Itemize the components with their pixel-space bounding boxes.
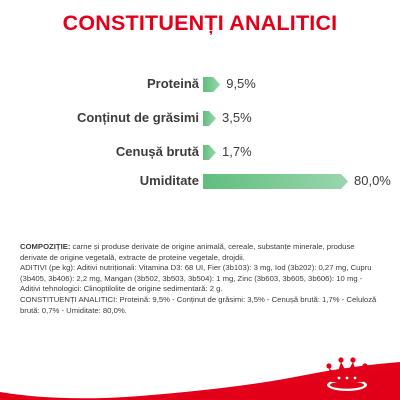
nutrient-label: Conținut de grăsimi: [76, 110, 199, 125]
additives-paragraph: ADITIVI (pe kg): Aditivi nutriționali: V…: [20, 263, 372, 294]
nutrient-label: Cenușă brută: [115, 144, 199, 159]
nutrient-row: Umiditate 80,0%: [0, 171, 400, 191]
nutrient-bar: [203, 174, 348, 189]
analytical-paragraph: CONSTITUENȚI ANALITICI: Proteină: 9,5% -…: [20, 294, 377, 315]
nutrient-value: 80,0%: [354, 173, 391, 188]
nutrient-label: Proteină: [146, 76, 199, 91]
nutrient-row: Cenușă brută 1,7%: [0, 142, 400, 162]
nutrient-value: 9,5%: [226, 76, 256, 91]
nutrient-bar: [203, 111, 216, 126]
composition-heading: COMPOZIȚIE:: [20, 242, 71, 251]
nutrient-row: Proteină 9,5%: [0, 74, 400, 94]
composition-text: COMPOZIȚIE: carne și produse derivate de…: [20, 242, 382, 316]
nutrient-label: Umiditate: [139, 173, 199, 188]
nutrient-bar: [203, 77, 220, 92]
nutrient-bar: [203, 145, 216, 160]
nutrient-row: Conținut de grăsimi 3,5%: [0, 108, 400, 128]
nutrient-value: 1,7%: [222, 144, 252, 159]
composition-paragraph: COMPOZIȚIE: carne și produse derivate de…: [20, 242, 382, 263]
page-title: CONSTITUENȚI ANALITICI: [62, 11, 338, 35]
nutrient-value: 3,5%: [222, 110, 252, 125]
red-wave-footer: [0, 362, 400, 400]
composition-body: carne și produse derivate de origine ani…: [20, 242, 355, 262]
royal-canin-crown-logo-icon: [326, 357, 368, 391]
